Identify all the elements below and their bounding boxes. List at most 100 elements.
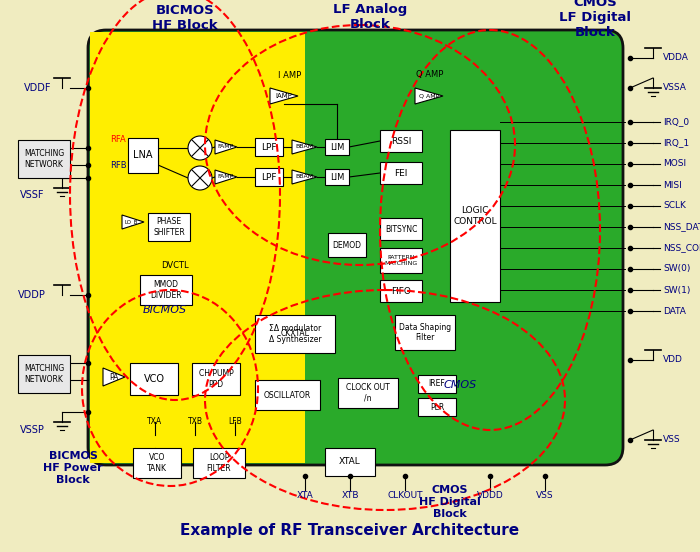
Text: PHASE
SHIFTER: PHASE SHIFTER bbox=[153, 217, 185, 237]
Text: CLKOUT: CLKOUT bbox=[387, 491, 423, 500]
Text: LPF: LPF bbox=[261, 142, 277, 151]
Bar bbox=[255, 315, 335, 353]
Text: CMOS
LF Analog
Block: CMOS LF Analog Block bbox=[333, 0, 407, 31]
Text: FEI: FEI bbox=[394, 168, 407, 178]
Text: VSSA: VSSA bbox=[663, 83, 687, 93]
Bar bbox=[380, 248, 422, 273]
Text: MMOD
DIVIDER: MMOD DIVIDER bbox=[150, 280, 182, 300]
Text: CKXTAL: CKXTAL bbox=[281, 328, 309, 337]
Text: VSSP: VSSP bbox=[20, 425, 44, 435]
Text: LFB: LFB bbox=[228, 417, 242, 427]
Text: Example of RF Transceiver Architecture: Example of RF Transceiver Architecture bbox=[181, 523, 519, 538]
Bar bbox=[18, 140, 70, 178]
Text: LPF: LPF bbox=[261, 172, 277, 182]
Polygon shape bbox=[122, 215, 144, 229]
Text: VCO: VCO bbox=[144, 374, 164, 384]
Text: LOOP
FILTER: LOOP FILTER bbox=[206, 453, 231, 473]
Bar bbox=[380, 162, 422, 184]
Text: XTA: XTA bbox=[297, 491, 314, 500]
Text: NSS_DATA: NSS_DATA bbox=[663, 222, 700, 231]
Bar bbox=[130, 363, 178, 395]
Bar bbox=[193, 448, 245, 478]
Text: TXA: TXA bbox=[148, 417, 162, 427]
Text: CH PUMP
PPD: CH PUMP PPD bbox=[199, 369, 233, 389]
Text: BICMOS: BICMOS bbox=[143, 305, 187, 315]
Bar bbox=[325, 169, 349, 185]
Bar bbox=[18, 355, 70, 393]
Text: VSS: VSS bbox=[663, 436, 680, 444]
Text: PATTERN
MATCHING: PATTERN MATCHING bbox=[384, 255, 418, 266]
Text: LNA: LNA bbox=[133, 151, 153, 161]
Text: VDDD: VDDD bbox=[477, 491, 503, 500]
Text: LO_B..: LO_B.. bbox=[125, 219, 141, 225]
Bar bbox=[338, 378, 398, 408]
Text: VSSF: VSSF bbox=[20, 190, 44, 200]
Text: DEMOD: DEMOD bbox=[332, 241, 361, 250]
Text: LOGIC
CONTROL: LOGIC CONTROL bbox=[453, 206, 497, 226]
Text: Q AMP: Q AMP bbox=[416, 71, 444, 79]
Polygon shape bbox=[292, 140, 317, 154]
Bar bbox=[255, 168, 283, 186]
Bar bbox=[380, 130, 422, 152]
Text: VCO
TANK: VCO TANK bbox=[147, 453, 167, 473]
Text: XTB: XTB bbox=[342, 491, 358, 500]
Text: OSCILLATOR: OSCILLATOR bbox=[264, 390, 311, 400]
Polygon shape bbox=[103, 368, 125, 386]
Bar bbox=[380, 218, 422, 240]
Text: BITSYNC: BITSYNC bbox=[385, 225, 417, 233]
Bar bbox=[325, 139, 349, 155]
Bar bbox=[418, 398, 456, 416]
Text: PLR: PLR bbox=[430, 402, 444, 411]
Text: Data Shaping
Filter: Data Shaping Filter bbox=[399, 323, 451, 342]
Text: VDD: VDD bbox=[663, 355, 683, 364]
Text: TXB: TXB bbox=[188, 417, 202, 427]
Bar bbox=[418, 375, 456, 393]
Text: BBAM: BBAM bbox=[295, 174, 313, 179]
Bar bbox=[325, 448, 375, 476]
Bar bbox=[255, 138, 283, 156]
Text: VSS: VSS bbox=[536, 491, 554, 500]
Text: SW(0): SW(0) bbox=[663, 264, 690, 273]
Text: CMOS
HF Digital
Block: CMOS HF Digital Block bbox=[419, 485, 481, 518]
Bar bbox=[328, 233, 366, 257]
Text: Q AMP: Q AMP bbox=[419, 93, 439, 98]
Text: VDDF: VDDF bbox=[25, 83, 52, 93]
Text: VDDP: VDDP bbox=[18, 290, 46, 300]
Bar bbox=[133, 448, 181, 478]
Polygon shape bbox=[270, 88, 298, 104]
Text: RFB: RFB bbox=[110, 161, 126, 169]
Text: FAMP: FAMP bbox=[218, 174, 234, 179]
Text: CMOS
LF Digital
Block: CMOS LF Digital Block bbox=[559, 0, 631, 40]
Text: MISI: MISI bbox=[663, 181, 682, 189]
Polygon shape bbox=[215, 170, 237, 184]
Text: BBAM: BBAM bbox=[295, 145, 313, 150]
Bar bbox=[140, 275, 192, 305]
Text: BICMOS
HF Block: BICMOS HF Block bbox=[152, 4, 218, 32]
Circle shape bbox=[188, 166, 212, 190]
Bar bbox=[148, 213, 190, 241]
Text: LIM: LIM bbox=[330, 172, 344, 182]
Polygon shape bbox=[292, 170, 317, 184]
Text: NSS_CONFIG: NSS_CONFIG bbox=[663, 243, 700, 252]
Text: I AMP: I AMP bbox=[279, 71, 302, 79]
Text: PA: PA bbox=[109, 373, 119, 381]
Bar bbox=[128, 138, 158, 173]
Text: RFA: RFA bbox=[110, 135, 126, 145]
Circle shape bbox=[188, 136, 212, 160]
Bar bbox=[450, 130, 500, 302]
Text: MATCHING
NETWORK: MATCHING NETWORK bbox=[24, 364, 64, 384]
Text: XTAL: XTAL bbox=[339, 458, 361, 466]
Bar bbox=[192, 363, 240, 395]
Text: ΣΔ modulator
Δ Synthesizer: ΣΔ modulator Δ Synthesizer bbox=[269, 325, 321, 344]
Bar bbox=[90, 32, 305, 463]
Text: LIM: LIM bbox=[330, 142, 344, 151]
Text: DATA: DATA bbox=[663, 306, 686, 316]
Bar bbox=[90, 32, 303, 463]
Text: IRQ_0: IRQ_0 bbox=[663, 118, 689, 126]
Text: BICMOS
HF Power
Block: BICMOS HF Power Block bbox=[43, 452, 103, 485]
Text: CMOS: CMOS bbox=[443, 380, 477, 390]
Text: SW(1): SW(1) bbox=[663, 285, 690, 295]
Text: FAMP: FAMP bbox=[218, 145, 234, 150]
Bar bbox=[380, 280, 422, 302]
Text: DVCTL: DVCTL bbox=[161, 261, 189, 269]
